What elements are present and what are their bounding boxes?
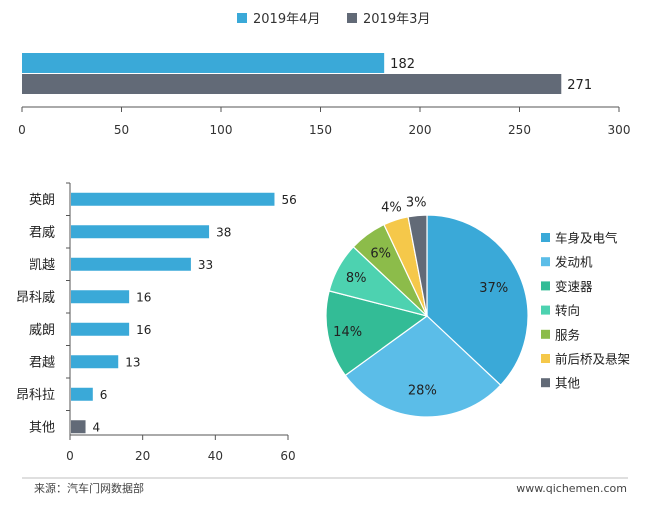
legend-label: 发动机 [555,255,593,270]
y-tick-label: 凯越 [29,258,55,273]
slice-value-label: 3% [406,195,427,210]
slice-value-label: 28% [408,384,437,399]
data-label: 16 [136,323,151,337]
y-tick-label: 英朗 [29,193,55,208]
y-tick-label: 昂科拉 [16,388,55,403]
legend-swatch [541,329,550,339]
data-label: 38 [216,225,231,239]
legend-label: 2019年4月 [253,12,320,27]
source-text: 来源：汽车门网数据部 [34,481,144,495]
top-bar-chart: 2019年4月 2019年3月 182 271 0 50 100 150 200 250 300 [18,12,630,137]
bar [71,225,210,239]
pie-slice [426,214,529,386]
legend-swatch [541,378,550,388]
legend-label: 变速器 [555,279,593,294]
bar [71,322,130,336]
data-label: 182 [390,57,415,72]
y-tick-label: 君威 [29,225,55,240]
bar [71,355,119,369]
legend-label: 其他 [555,376,581,391]
y-tick-label: 君越 [29,355,55,370]
y-tick-label: 其他 [29,420,55,435]
x-tick-label: 250 [508,123,531,137]
data-label: 16 [136,290,151,304]
legend-swatch [541,305,550,315]
x-tick-label: 200 [409,123,432,137]
x-tick-label: 300 [608,123,631,137]
pie-slice [407,214,428,317]
legend-label: 前后桥及悬架 [555,352,630,367]
y-tick-label: 威朗 [29,323,55,338]
legend-label: 服务 [555,327,580,342]
legend-swatch [237,13,247,23]
bar [71,257,191,271]
x-tick-label: 60 [280,449,295,463]
x-tick-label: 40 [208,449,223,463]
x-tick-label: 0 [66,449,74,463]
bar [22,53,385,73]
x-tick-label: 20 [135,449,150,463]
data-label: 56 [281,193,296,207]
data-label: 33 [198,258,213,272]
bar [71,387,93,401]
legend-label: 2019年3月 [363,12,430,27]
website-text: www.qichemen.com [516,482,627,495]
legend-swatch [541,233,550,242]
legend-swatch [541,354,550,363]
legend-swatch [347,13,357,23]
bar [71,290,130,304]
x-tick-label: 50 [114,123,129,137]
bar [71,420,86,434]
slice-value-label: 6% [370,246,391,261]
slice-value-label: 14% [333,325,362,340]
slice-value-label: 37% [479,281,508,296]
legend-label: 转向 [555,303,580,318]
x-tick-label: 0 [18,123,26,137]
legend-swatch [541,281,550,291]
slice-value-label: 4% [381,200,402,215]
legend-swatch [541,257,550,267]
x-tick-label: 150 [309,123,332,137]
pie-slice [325,290,429,377]
data-label: 6 [100,388,108,402]
data-label: 13 [125,355,140,369]
data-label: 4 [93,420,101,434]
bar [71,192,275,206]
legend-label: 车身及电气 [555,231,618,246]
pie-slice [344,315,502,418]
bar [22,74,562,94]
slice-value-label: 8% [346,271,367,286]
data-label: 271 [567,78,592,93]
x-tick-label: 100 [210,123,233,137]
y-tick-label: 昂科威 [16,290,55,305]
